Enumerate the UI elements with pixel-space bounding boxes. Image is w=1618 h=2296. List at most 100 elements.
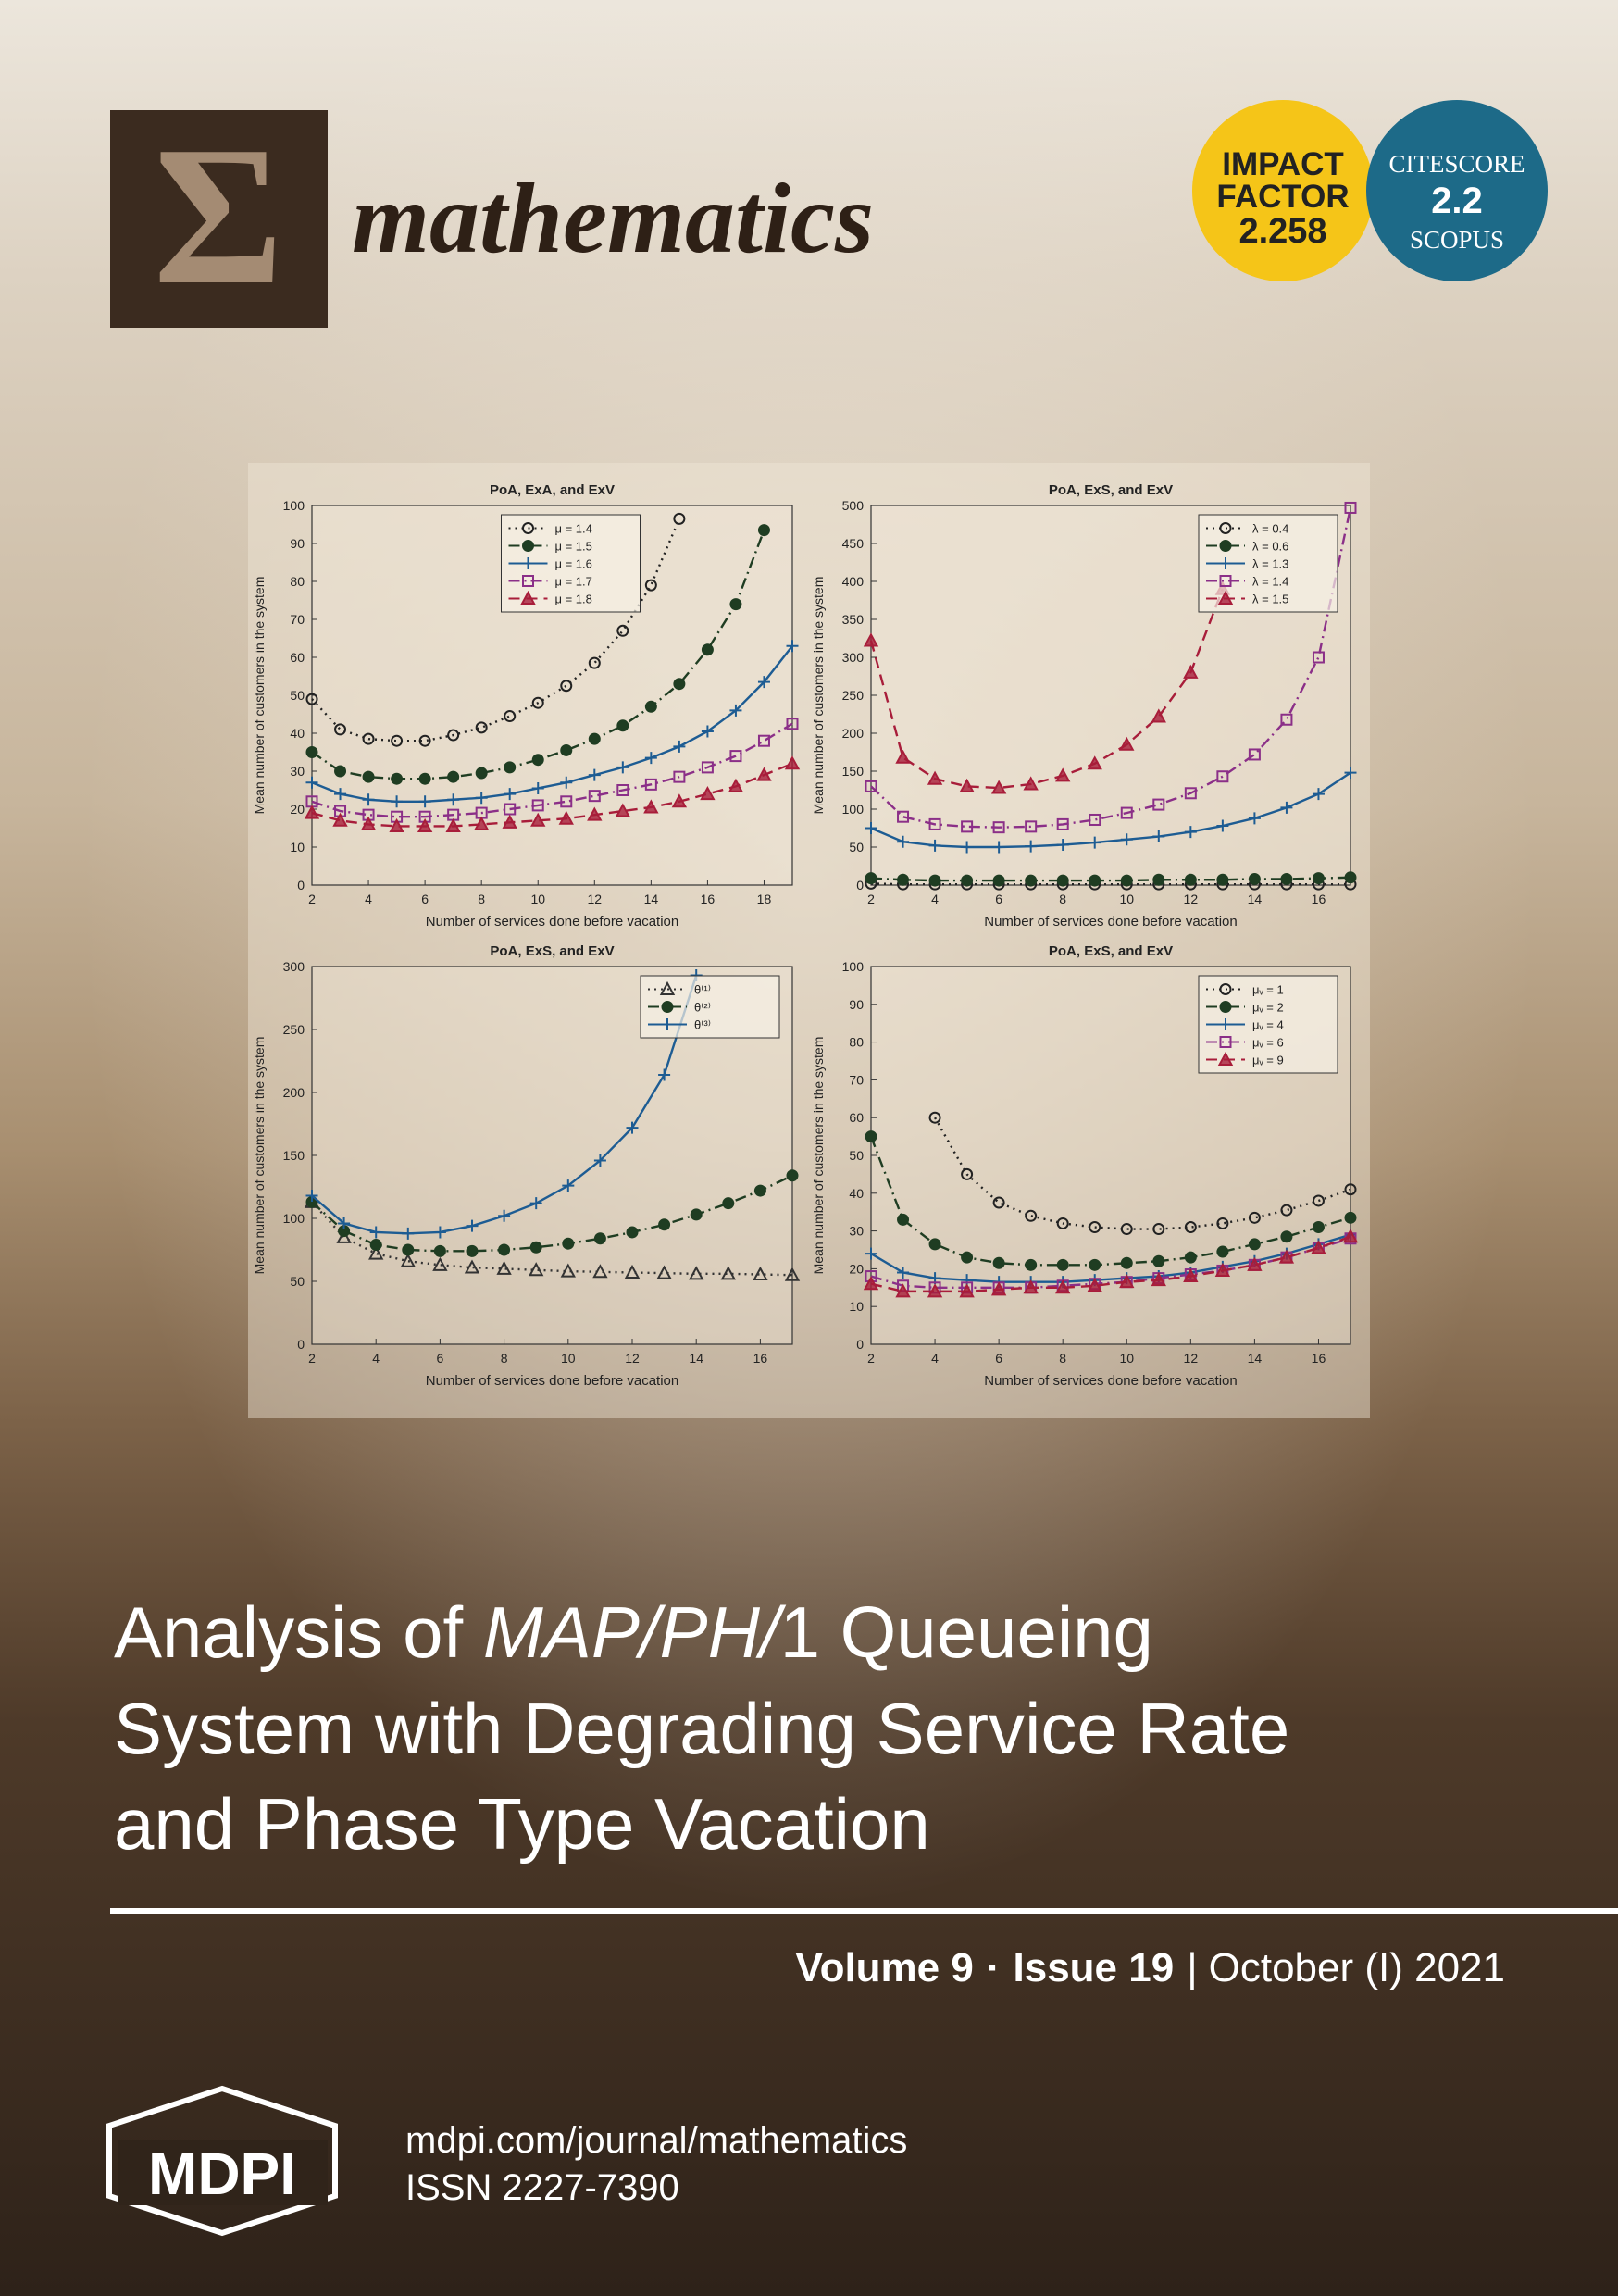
legend-marker — [1219, 983, 1232, 995]
data-point — [644, 700, 657, 713]
data-point — [1312, 788, 1325, 801]
title-text: Analysis of — [114, 1591, 483, 1673]
data-point — [757, 524, 770, 537]
x-tick-label: 6 — [995, 1351, 1002, 1366]
data-point — [531, 799, 544, 812]
data-point — [445, 817, 461, 832]
data-point — [784, 1267, 801, 1281]
x-tick-label: 2 — [867, 892, 875, 906]
data-point — [897, 810, 910, 823]
x-tick-label: 2 — [308, 1351, 316, 1366]
data-point — [1184, 873, 1197, 886]
data-point — [391, 772, 404, 785]
legend-label: μ = 1.6 — [555, 557, 592, 571]
chart-title: PoA, ExS, and ExV — [1049, 482, 1173, 498]
x-axis-label: Number of services done before vacation — [984, 1373, 1237, 1389]
data-point — [1152, 1223, 1165, 1236]
legend-marker — [1219, 557, 1232, 569]
title-text: and Phase Type Vacation — [114, 1783, 930, 1865]
data-point — [658, 1218, 671, 1231]
legend-label: λ = 1.5 — [1252, 593, 1288, 606]
data-point — [562, 1179, 575, 1192]
data-point — [644, 752, 657, 765]
data-point — [369, 1239, 382, 1252]
legend-label: λ = 0.6 — [1252, 540, 1288, 554]
data-point — [1025, 1209, 1038, 1222]
data-point — [644, 778, 657, 791]
data-point — [1151, 1272, 1166, 1287]
data-point — [961, 1167, 974, 1180]
x-tick-label: 14 — [1248, 892, 1263, 906]
rule — [110, 1908, 1618, 1914]
x-tick-label: 8 — [478, 892, 485, 906]
y-axis-label: Mean number of customers in the system — [811, 1037, 826, 1275]
x-tick-label: 10 — [1119, 1351, 1134, 1366]
data-point — [1312, 651, 1325, 664]
data-point — [1056, 1217, 1069, 1229]
data-point — [1056, 817, 1069, 830]
data-point — [701, 643, 714, 656]
data-point — [961, 874, 974, 887]
data-point — [701, 725, 714, 738]
data-point — [1119, 1274, 1135, 1289]
y-tick-label: 50 — [290, 1274, 305, 1289]
data-point — [690, 1208, 703, 1221]
y-tick-label: 200 — [842, 726, 865, 741]
legend-marker — [1219, 575, 1232, 587]
logo-box — [110, 110, 328, 328]
y-tick-label: 40 — [290, 726, 305, 741]
figure: PoA, ExA, and ExV Number of services done… — [252, 482, 1359, 1389]
data-point — [863, 1276, 879, 1291]
legend-marker — [522, 575, 534, 587]
data-point — [1184, 1251, 1197, 1264]
x-tick-label: 16 — [753, 1351, 768, 1366]
data-point — [588, 656, 601, 669]
data-point — [1120, 1223, 1133, 1236]
series-line — [311, 762, 793, 828]
data-point — [334, 788, 347, 801]
data-point — [466, 1219, 479, 1232]
data-point — [1280, 801, 1293, 814]
title-text: System with Degrading Service Rate — [114, 1688, 1289, 1769]
legend-marker — [661, 1018, 674, 1030]
series-line — [311, 518, 680, 742]
data-point — [626, 1121, 639, 1134]
data-point — [1216, 770, 1229, 783]
data-point — [1344, 767, 1357, 780]
legend-label: μ = 1.7 — [555, 575, 592, 589]
data-point — [1344, 1183, 1357, 1196]
data-point — [1056, 1258, 1069, 1271]
data-point — [616, 761, 629, 774]
data-point — [447, 793, 460, 806]
y-tick-label: 200 — [283, 1085, 305, 1100]
data-point — [616, 784, 629, 796]
data-point — [362, 793, 375, 806]
citescore-label: CITESCORE — [1388, 150, 1525, 178]
data-point — [1184, 826, 1197, 839]
data-point — [1214, 1262, 1231, 1277]
data-point — [588, 790, 601, 803]
data-point — [391, 734, 404, 747]
data-point — [1089, 874, 1101, 887]
data-point — [417, 817, 433, 832]
series-line — [870, 1235, 1351, 1293]
legend-marker — [1219, 1018, 1232, 1030]
x-tick-label: 14 — [644, 892, 659, 906]
x-tick-label: 4 — [931, 892, 939, 906]
legend-label: μᵥ = 4 — [1252, 1018, 1284, 1032]
data-point — [992, 841, 1005, 854]
y-axis-label: Mean number of customers in the system — [252, 1037, 267, 1275]
legend-marker — [1219, 540, 1232, 552]
data-point — [593, 1232, 606, 1245]
issue-number: Issue 19 — [1014, 1945, 1175, 1990]
data-point — [1120, 1256, 1133, 1269]
data-point — [700, 786, 716, 801]
legend-marker — [520, 590, 536, 605]
chart: PoA, ExS, and ExV Number of services done… — [811, 943, 1359, 1389]
data-point — [1056, 839, 1069, 852]
data-point — [402, 1227, 415, 1240]
data-point — [673, 512, 686, 525]
data-point — [334, 765, 347, 778]
